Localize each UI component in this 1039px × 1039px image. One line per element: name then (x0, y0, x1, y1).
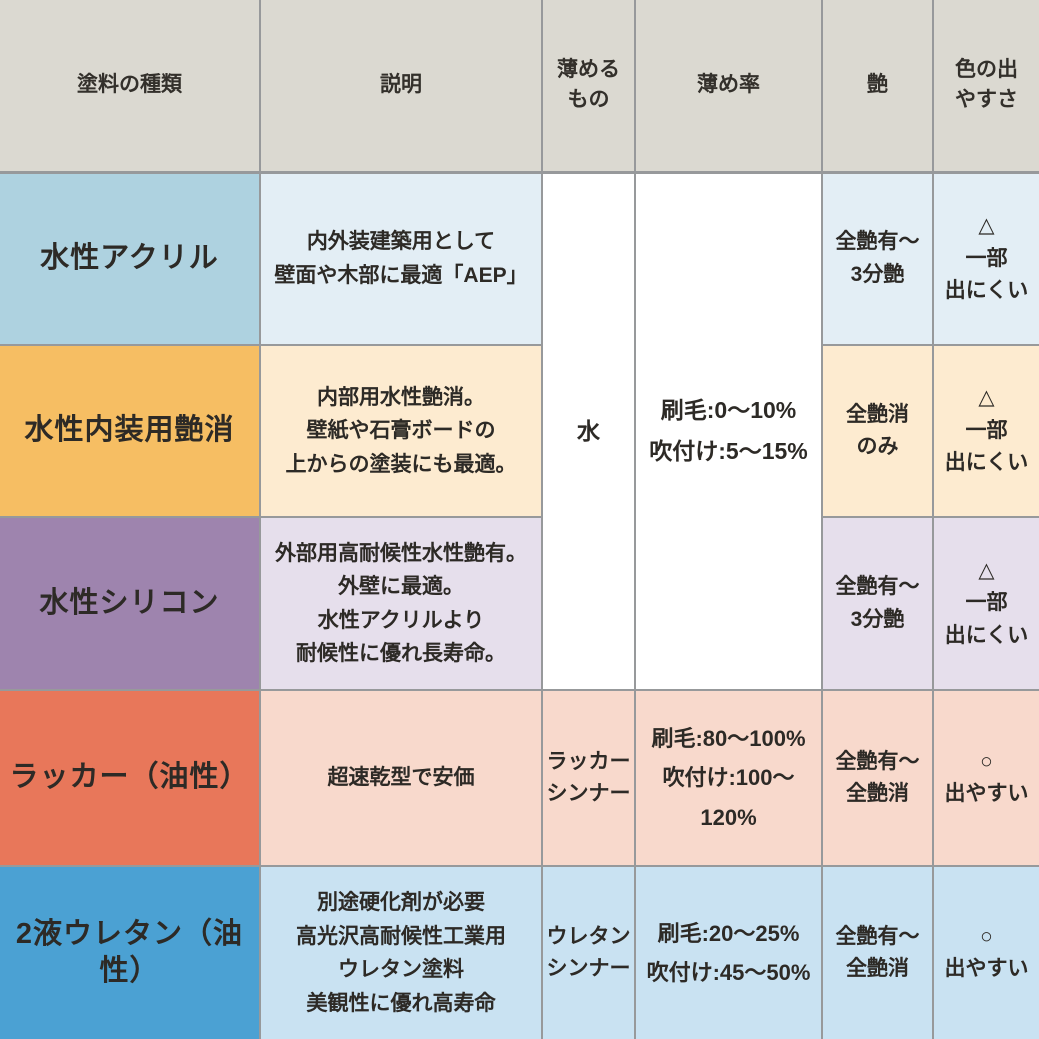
thinner-cell: ラッカー シンナー (541, 688, 636, 868)
gloss-cell: 全艶有〜 全艶消 (821, 688, 934, 868)
paint-type-cell: 2液ウレタン（油性） (0, 865, 261, 1039)
description-cell: 超速乾型で安価 (259, 688, 543, 868)
color-ease-cell: ○ 出やすい (932, 865, 1039, 1039)
header-thinner: 薄める もの (541, 0, 636, 174)
table-row-water-interior-matte: 水性内装用艶消 内部用水性艶消。 壁紙や石膏ボードの 上からの塗装にも最適。 全… (0, 343, 1039, 519)
dilution-rate-cell: 刷毛:80〜100% 吹付け:100〜120% (634, 688, 823, 868)
thinner-cell-merged: 水 (541, 171, 636, 691)
gloss-cell: 全艶消 のみ (821, 343, 934, 519)
thinner-cell: ウレタン シンナー (541, 865, 636, 1039)
description-cell: 別途硬化剤が必要 高光沢高耐候性工業用 ウレタン塗料 美観性に優れ高寿命 (259, 865, 543, 1039)
color-ease-cell: △ 一部 出にくい (932, 343, 1039, 519)
table-row-lacquer-oil: ラッカー（油性） 超速乾型で安価 ラッカー シンナー 刷毛:80〜100% 吹付… (0, 688, 1039, 868)
gloss-cell: 全艶有〜 全艶消 (821, 865, 934, 1039)
description-cell: 外部用高耐候性水性艶有。 外壁に最適。 水性アクリルより 耐候性に優れ長寿命。 (259, 516, 543, 691)
paint-type-cell: 水性シリコン (0, 516, 261, 691)
dilution-rate-cell: 刷毛:20〜25% 吹付け:45〜50% (634, 865, 823, 1039)
header-gloss: 艶 (821, 0, 934, 174)
description-cell: 内外装建築用として 壁面や木部に最適「AEP」 (259, 171, 543, 346)
paint-type-cell: ラッカー（油性） (0, 688, 261, 868)
header-description: 説明 (259, 0, 543, 174)
dilution-rate-cell-merged: 刷毛:0〜10% 吹付け:5〜15% (634, 171, 823, 691)
paint-type-cell: 水性アクリル (0, 171, 261, 346)
gloss-cell: 全艶有〜 3分艶 (821, 171, 934, 346)
header-color-ease: 色の出 やすさ (932, 0, 1039, 174)
table-row-water-silicone: 水性シリコン 外部用高耐候性水性艶有。 外壁に最適。 水性アクリルより 耐候性に… (0, 516, 1039, 691)
color-ease-cell: △ 一部 出にくい (932, 171, 1039, 346)
header-paint-type: 塗料の種類 (0, 0, 261, 174)
header-dilution-rate: 薄め率 (634, 0, 823, 174)
paint-type-cell: 水性内装用艶消 (0, 343, 261, 519)
table-header-row: 塗料の種類 説明 薄める もの 薄め率 艶 色の出 やすさ (0, 0, 1039, 174)
color-ease-cell: △ 一部 出にくい (932, 516, 1039, 691)
table-row-urethane-oil: 2液ウレタン（油性） 別途硬化剤が必要 高光沢高耐候性工業用 ウレタン塗料 美観… (0, 865, 1039, 1039)
description-cell: 内部用水性艶消。 壁紙や石膏ボードの 上からの塗装にも最適。 (259, 343, 543, 519)
table-row-water-acrylic: 水性アクリル 内外装建築用として 壁面や木部に最適「AEP」 水 刷毛:0〜10… (0, 171, 1039, 691)
gloss-cell: 全艶有〜 3分艶 (821, 516, 934, 691)
color-ease-cell: ○ 出やすい (932, 688, 1039, 868)
